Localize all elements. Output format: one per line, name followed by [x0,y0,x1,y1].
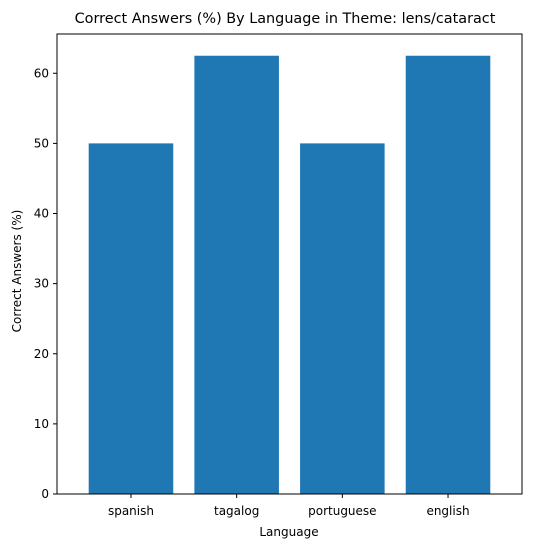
bar-tagalog [194,55,279,495]
y-axis: 0 10 20 30 40 50 60 [34,66,57,501]
y-axis-label: Correct Answers (%) [10,210,24,333]
x-tick-label-portuguese: portuguese [308,504,376,518]
y-tick-label-10: 10 [34,417,49,431]
x-axis: spanish tagalog portuguese english [108,494,470,518]
y-tick-label-30: 30 [34,277,49,291]
y-tick-label-40: 40 [34,207,49,221]
chart-title: Correct Answers (%) By Language in Theme… [75,11,496,27]
x-tick-label-spanish: spanish [108,504,154,518]
plot-frame [56,33,523,495]
bars-group [88,55,491,495]
x-tick-label-english: english [426,504,469,518]
y-tick-label-0: 0 [41,487,49,501]
bar-portuguese [300,143,385,494]
x-axis-label: Language [259,525,318,539]
bar-spanish [88,143,174,494]
y-tick-label-20: 20 [34,347,49,361]
bar-english [405,55,491,495]
x-tick-label-tagalog: tagalog [214,504,259,518]
y-tick-label-60: 60 [34,66,49,80]
y-tick-label-50: 50 [34,136,49,150]
